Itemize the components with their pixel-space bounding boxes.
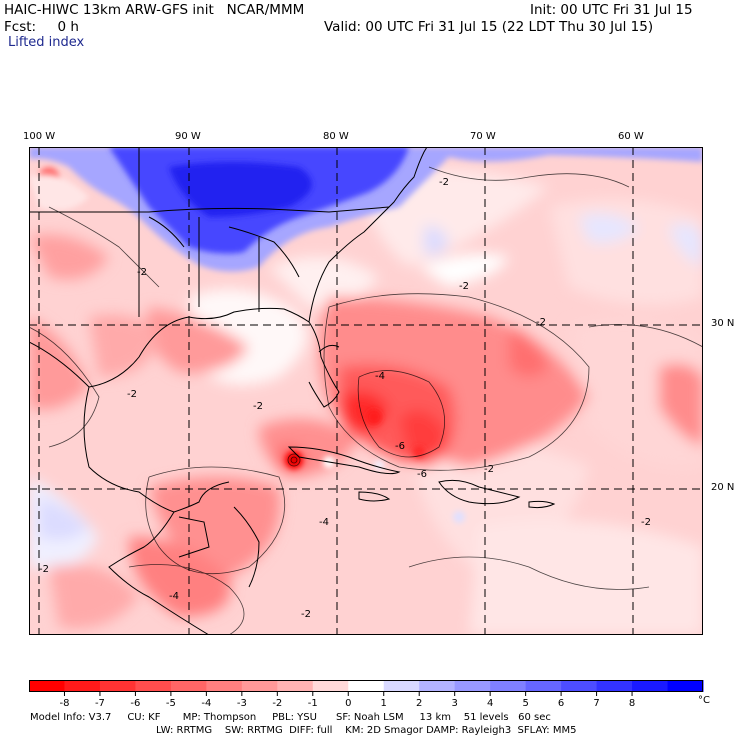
lon-label-100w: 100 W [23,131,56,142]
colorbar-cell [490,680,527,692]
colorbar-cell [29,680,65,692]
colorbar-cell [135,680,172,692]
colorbar-tick-label: -8 [59,698,69,709]
lon-label-70w: 70 W [470,131,496,142]
colorbar-cell [64,680,101,692]
colorbar: -8 -7 -6 -5 -4 -3 -2 -1 0 1 2 3 4 5 6 7 8 °C [29,680,710,709]
contour-label: -6 [417,469,427,480]
lat-label-30n: 30 N [711,318,735,329]
colorbar-tick-label: -3 [237,698,247,709]
colorbar-ticks: -8 -7 -6 -5 -4 -3 -2 -1 0 1 2 3 4 5 6 7 8 [59,692,635,709]
colorbar-frame [29,680,703,692]
contour-label: -4 [375,371,385,382]
colorbar-tick-label: 1 [381,698,387,709]
contour-label: -2 [301,609,311,620]
colorbar-tick-label: -6 [130,698,140,709]
contour-label: -4 [169,591,179,602]
colorbar-tick-label: 5 [522,698,528,709]
colorbar-tick-label: 8 [629,698,635,709]
colorbar-cell [525,680,562,692]
model-info-line2: LW: RRTMG SW: RRTMG DIFF: full KM: 2D Sm… [156,725,577,736]
lon-label-60w: 60 W [618,131,644,142]
init-time: Init: 00 UTC Fri 31 Jul 15 [530,2,693,18]
colorbar-cell [312,680,349,692]
contour-label: -2 [253,401,263,412]
colorbar-cell [241,680,278,692]
colorbar-tick-label: 4 [487,698,493,709]
colorbar-cell [454,680,491,692]
colorbar-tick-label: -7 [95,698,105,709]
forecast-hour: Fcst: 0 h [4,19,79,35]
colorbar-cell [419,680,456,692]
colorbar-cell [632,680,669,692]
contour-label: -4 [319,517,329,528]
contour-label: -2 [641,517,651,528]
lon-label-90w: 90 W [175,131,201,142]
colorbar-tick-label: -4 [201,698,211,709]
colorbar-tick-label: 2 [416,698,422,709]
contour-label: -2 [459,281,469,292]
colorbar-cell [667,680,704,692]
colorbar-tick-label: -5 [166,698,176,709]
colorbar-tick-label: -2 [272,698,282,709]
lat-label-20n: 20 N [711,482,735,493]
contour-label: -2 [536,317,546,328]
field-shading [29,169,703,635]
contour-label: -2 [127,389,137,400]
model-info-line1: Model Info: V3.7 CU: KF MP: Thompson PBL… [30,712,551,723]
lon-label-80w: 80 W [323,131,349,142]
colorbar-cell [99,680,136,692]
colorbar-cell [561,680,598,692]
colorbar-tick-label: 3 [451,698,457,709]
colorbar-cell [277,680,314,692]
coastlines [29,147,556,635]
colorbar-cell [170,680,207,692]
colorbar-cells [29,680,704,692]
contour-label: -2 [439,177,449,188]
colorbar-cell [206,680,243,692]
lifted-index-map: -2 -2 -2 -4 -6 -6 -4 -4 -2 -2 -2 -2 -2 -… [29,147,703,635]
colorbar-cell [596,680,633,692]
lat-lon-grid [29,147,703,635]
contour-labels: -2 -2 -2 -4 -6 -6 -4 -4 -2 -2 -2 -2 -2 -… [39,177,651,620]
colorbar-unit: °C [698,695,710,706]
contour-label: -2 [137,267,147,278]
contour-lines [29,166,703,635]
colorbar-tick-label: 6 [558,698,564,709]
colorbar-cell [383,680,420,692]
contour-label: -2 [484,464,494,475]
map-frame [29,147,703,635]
contour-label: -2 [39,564,49,575]
colorbar-cell [348,680,385,692]
colorbar-tick-label: 0 [345,698,351,709]
colorbar-tick-label: 7 [593,698,599,709]
valid-time: Valid: 00 UTC Fri 31 Jul 15 (22 LDT Thu … [324,19,654,35]
contour-label: -6 [395,441,405,452]
colorbar-tick-label: -1 [308,698,318,709]
model-title: HAIC-HIWC 13km ARW-GFS init NCAR/MMM [4,2,305,18]
field-name: Lifted index [8,35,85,50]
